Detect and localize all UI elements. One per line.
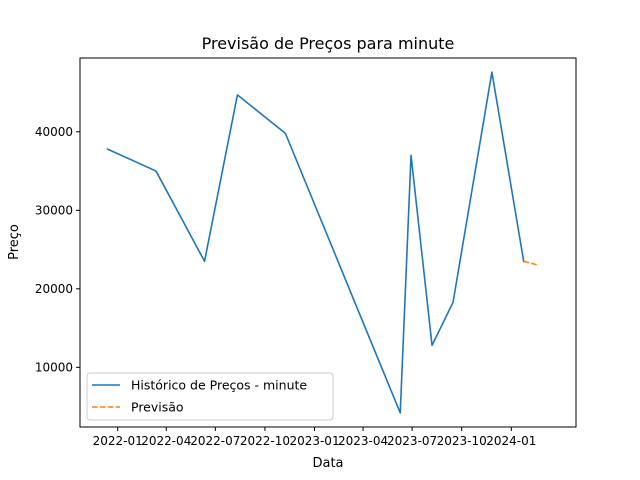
y-tick-label: 10000 [35, 360, 73, 374]
x-tick-label: 2023-07 [387, 434, 437, 448]
x-tick-label: 2023-10 [437, 434, 487, 448]
x-tick-label: 2024-01 [486, 434, 536, 448]
chart-title: Previsão de Preços para minute [202, 34, 455, 53]
y-axis-ticks: 10000 20000 30000 40000 [35, 125, 80, 374]
y-tick-label: 20000 [35, 282, 73, 296]
y-tick-label: 30000 [35, 203, 73, 217]
x-tick-label: 2022-04 [141, 434, 191, 448]
series-layer [106, 71, 540, 414]
x-tick-label: 2023-01 [289, 434, 339, 448]
series-line-0 [106, 71, 525, 414]
y-axis-label: Preço [7, 224, 22, 260]
x-tick-label: 2022-10 [240, 434, 290, 448]
y-tick-label: 40000 [35, 125, 73, 139]
legend: Histórico de Preços - minute Previsão [86, 372, 334, 421]
legend-label-0: Histórico de Preços - minute [131, 378, 307, 393]
plot-area [80, 58, 576, 427]
x-tick-label: 2022-07 [190, 434, 240, 448]
x-tick-label: 2023-04 [338, 434, 388, 448]
x-tick-label: 2022-01 [93, 434, 143, 448]
legend-box [86, 372, 334, 421]
x-axis-label: Data [312, 456, 343, 471]
legend-label-1: Previsão [131, 400, 184, 415]
plot-frame [79, 57, 577, 428]
series-line-1 [523, 260, 540, 267]
